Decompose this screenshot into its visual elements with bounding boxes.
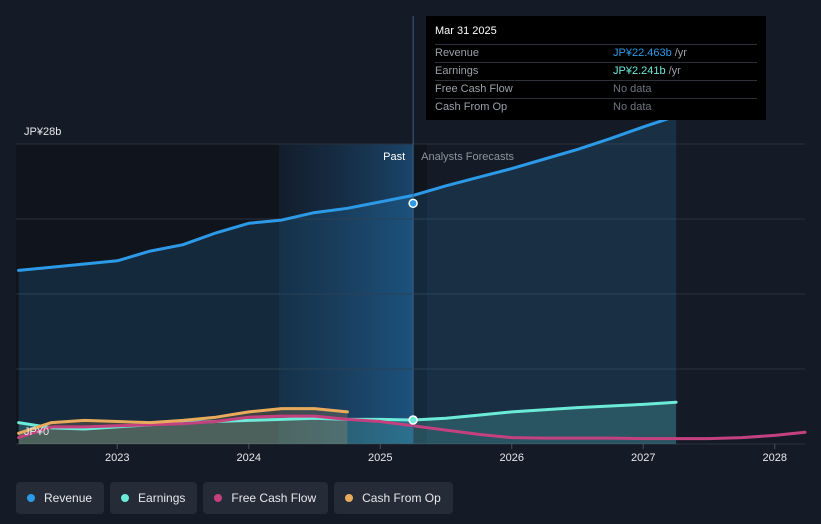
tooltip-value: JP¥22.463b [613,47,672,59]
highlight-point-earnings [408,415,418,425]
tooltip-unit: /yr [674,47,687,59]
legend-dot-icon [345,494,354,502]
tooltip-value: No data [613,101,652,113]
gridlines [16,143,805,445]
highlight-point-revenue [408,198,418,209]
legend-label: Free Cash Flow [231,491,317,505]
tooltip-date: Mar 31 2025 [435,25,497,37]
x-tick-label: 2024 [237,452,261,464]
tooltip-value: No data [613,83,652,95]
legend-item-cash-from-op[interactable]: Cash From Op [334,482,453,514]
legend-label: Revenue [44,491,93,505]
tooltip-row-revenue: Revenue JP¥22.463b /yr [435,44,757,62]
forecast-label: Analysts Forecasts [421,151,514,163]
tooltip-unit: /yr [668,65,681,77]
tooltip-label: Free Cash Flow [435,83,513,95]
legend-item-free-cash-flow[interactable]: Free Cash Flow [203,482,329,514]
legend-label: Earnings [138,491,186,505]
legend-item-earnings[interactable]: Earnings [110,482,198,514]
x-tick-label: 2023 [105,452,129,464]
x-tick-label: 2026 [500,452,524,464]
x-axis-ticks: 2023 2024 2025 2026 2027 2028 [105,444,787,464]
tooltip: Mar 31 2025 Revenue JP¥22.463b /yr Earni… [426,16,766,120]
legend-item-revenue[interactable]: Revenue [16,482,105,514]
tooltip-row-free-cash-flow: Free Cash Flow No data [435,80,757,98]
x-tick-label: 2028 [763,452,787,464]
tooltip-label: Cash From Op [435,101,508,113]
tooltip-row-cash-from-op: Cash From Op No data [435,98,757,116]
y-axis-top-label: JP¥28b [24,126,61,138]
legend-dot-icon [214,494,223,502]
tooltip-label: Earnings [435,65,479,77]
past-label: Past [383,151,405,163]
legend-dot-icon [121,494,130,502]
series-line-revenue [17,114,678,272]
x-tick-label: 2027 [631,452,655,464]
x-tick-label: 2025 [368,452,392,464]
y-axis-bottom-label: JP¥0 [24,426,49,438]
legend-label: Cash From Op [362,491,441,505]
highlight-markers [408,198,418,425]
tooltip-label: Revenue [435,47,480,59]
series-area-revenue [18,116,677,444]
chart-legend: Revenue Earnings Free Cash Flow Cash Fro… [16,482,453,514]
tooltip-value: JP¥2.241b [613,65,666,77]
tooltip-row-earnings: Earnings JP¥2.241b /yr [435,62,757,80]
legend-dot-icon [27,494,35,502]
series-line-cash-from-op [17,407,349,435]
